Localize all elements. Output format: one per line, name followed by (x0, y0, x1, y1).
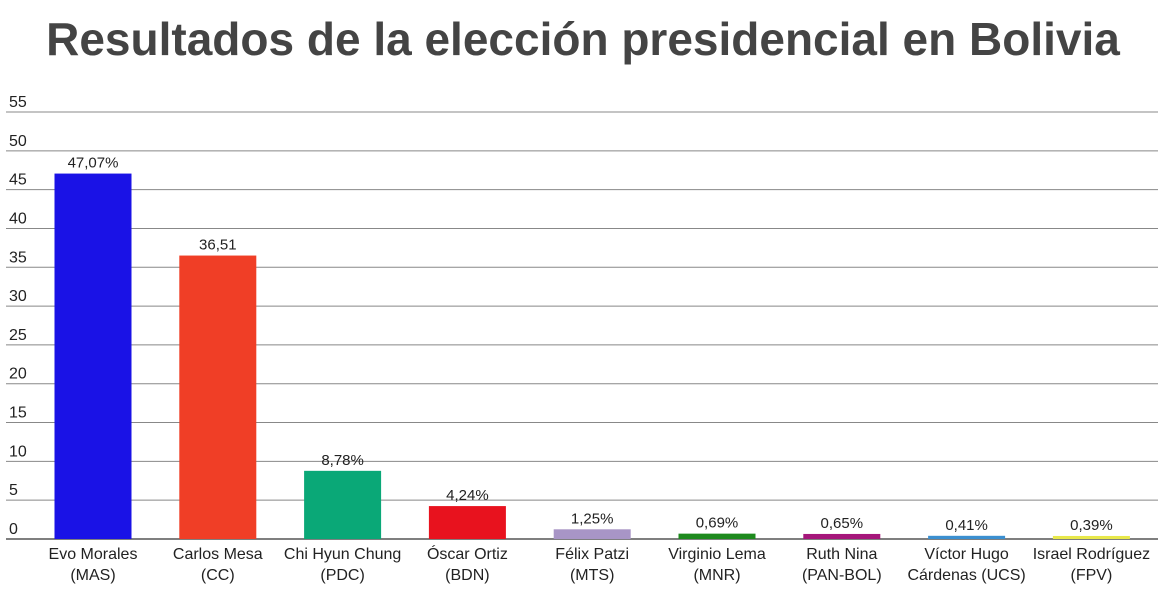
y-tick-label: 5 (9, 482, 18, 499)
chart-title: Resultados de la elección presidencial e… (46, 13, 1120, 65)
y-axis-ticks: 0 5 10 15 20 25 30 35 40 45 50 55 (9, 94, 27, 538)
y-tick-label: 25 (9, 327, 27, 344)
category-label: Virginio Lema (668, 546, 766, 563)
y-tick-label: 10 (9, 443, 27, 460)
category-label: Ruth Nina (806, 546, 877, 563)
category-label: Chi Hyun Chung (284, 546, 401, 563)
bar (304, 470, 382, 539)
category-label: Óscar Ortiz (427, 544, 508, 563)
bar (928, 535, 1006, 539)
y-tick-label: 20 (9, 366, 27, 383)
data-label: 4,24% (446, 487, 489, 504)
y-tick-label: 40 (9, 210, 27, 227)
bar (553, 529, 631, 539)
category-label: Israel Rodríguez (1033, 546, 1150, 563)
data-label: 8,78% (321, 452, 364, 469)
bars (54, 173, 1130, 540)
category-label: (MNR) (693, 567, 740, 584)
bar (1052, 535, 1130, 539)
category-label: Evo Morales (49, 546, 138, 563)
data-label: 0,39% (1070, 517, 1113, 534)
y-tick-label: 50 (9, 133, 27, 150)
bar (803, 533, 881, 539)
category-label: (PAN-BOL) (802, 567, 882, 584)
data-label: 36,51 (199, 237, 237, 254)
category-label: Carlos Mesa (173, 546, 263, 563)
category-label: (MTS) (570, 567, 614, 584)
gridlines (6, 111, 1158, 540)
y-tick-label: 30 (9, 288, 27, 305)
y-tick-label: 35 (9, 249, 27, 266)
category-label: Cárdenas (UCS) (907, 567, 1025, 584)
category-label: (MAS) (70, 567, 115, 584)
category-label: Félix Patzi (555, 546, 629, 563)
y-tick-label: 0 (9, 521, 18, 538)
bar (54, 173, 132, 539)
category-label: (PDC) (320, 567, 364, 584)
data-label: 0,69% (696, 515, 739, 532)
bar (179, 255, 257, 540)
value-labels: 47,07% 36,51 8,78% 4,24% 1,25% 0,69% 0,65% 0,41… (68, 155, 1113, 534)
bar (678, 533, 756, 539)
data-label: 1,25% (571, 510, 614, 527)
category-label: (CC) (201, 567, 235, 584)
y-tick-label: 15 (9, 405, 27, 422)
category-labels: Evo Morales (MAS) Carlos Mesa (CC) Chi Hyun … (49, 544, 1151, 584)
data-label: 47,07% (68, 155, 119, 172)
y-tick-label: 55 (9, 94, 27, 111)
y-tick-label: 45 (9, 172, 27, 189)
category-label: Víctor Hugo (924, 546, 1009, 563)
category-label: (FPV) (1071, 567, 1113, 584)
category-label: (BDN) (445, 567, 489, 584)
data-label: 0,65% (821, 515, 864, 532)
data-label: 0,41% (945, 517, 988, 534)
bar (428, 506, 506, 539)
